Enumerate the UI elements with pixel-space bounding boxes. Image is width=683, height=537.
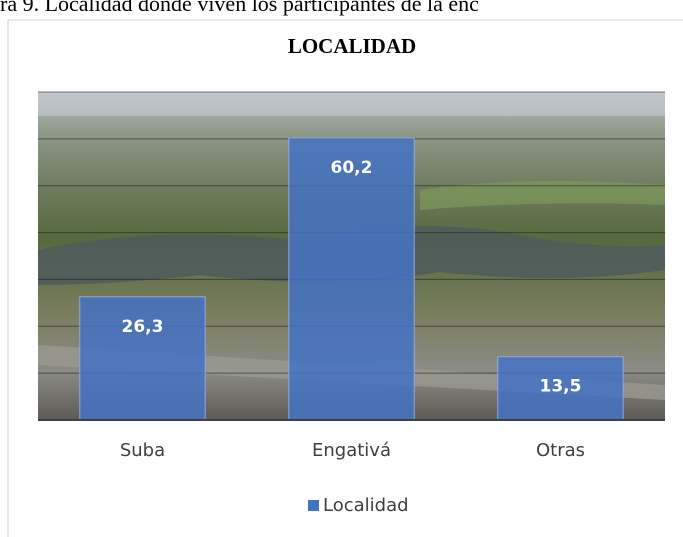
value-label: 13,5 (540, 377, 582, 397)
value-label: 26,3 (122, 317, 164, 337)
bar (289, 138, 414, 420)
legend-label: Localidad (323, 495, 409, 516)
legend-swatch (308, 500, 319, 511)
chart: ra 9. Localidad donde viven los particip… (0, 0, 683, 537)
page: ra 9. Localidad donde viven los particip… (0, 0, 683, 537)
x-tick-label: Suba (120, 440, 165, 461)
caption: ra 9. Localidad donde viven los particip… (0, 0, 479, 16)
bar (80, 297, 205, 420)
x-tick-label: Otras (536, 440, 585, 461)
x-tick-label: Engativá (312, 440, 391, 461)
chart-title: LOCALIDAD (288, 34, 416, 58)
value-label: 60,2 (331, 158, 373, 178)
